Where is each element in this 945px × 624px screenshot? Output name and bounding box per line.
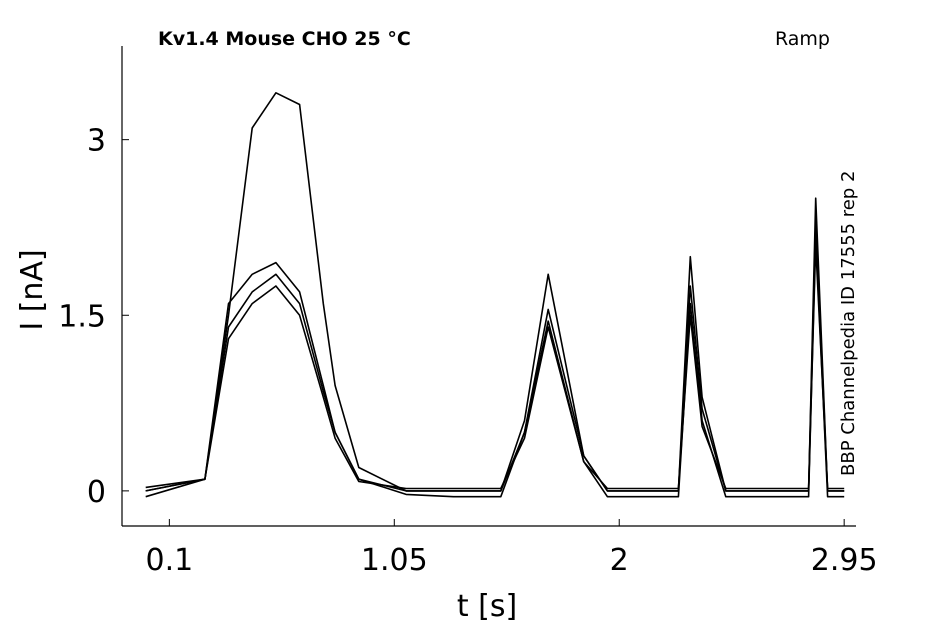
y-tick-label: 0 [87, 475, 106, 510]
y-tick-label: 3 [87, 124, 106, 159]
current-trace-4 [145, 244, 845, 490]
axes [121, 46, 856, 527]
current-traces [145, 92, 845, 498]
y-axis-label: I [nA] [15, 249, 50, 330]
current-trace-2 [145, 215, 845, 492]
tick-labels: 0.1 1.05 2 2.95 0 1.5 3 [58, 124, 877, 578]
protocol-label: Ramp [775, 28, 830, 50]
source-label: BBP Channelpedia ID 17555 rep 2 [838, 170, 859, 476]
x-tick-label: 2 [610, 543, 629, 578]
current-trace-3 [145, 232, 845, 498]
y-tick-label: 1.5 [58, 299, 106, 334]
x-tick-label: 0.1 [145, 543, 193, 578]
current-trace-1 [145, 92, 845, 492]
x-axis-label: t [s] [457, 589, 517, 624]
x-tick-label: 1.05 [361, 543, 428, 578]
chart-title: Kv1.4 Mouse CHO 25 °C [158, 28, 411, 50]
x-tick-label: 2.95 [811, 543, 878, 578]
